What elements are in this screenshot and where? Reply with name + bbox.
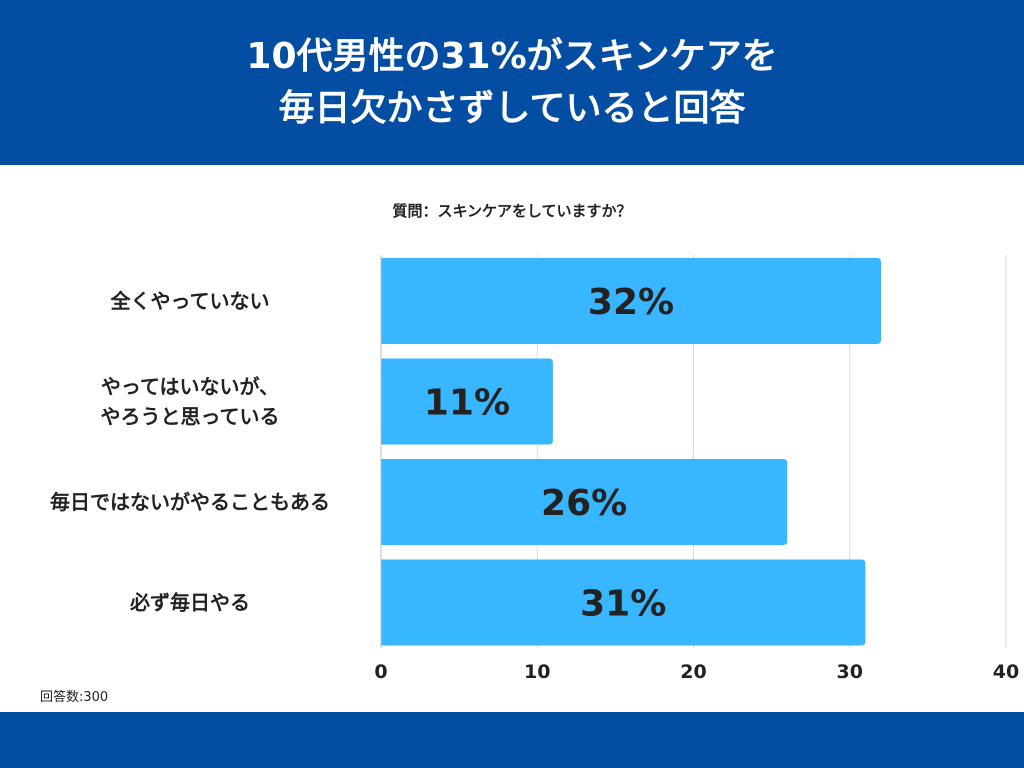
bar-2 bbox=[381, 459, 788, 545]
header-banner: 10代男性の31%がスキンケアを 毎日欠かさずしていると回答 bbox=[0, 0, 1024, 165]
category-label-2: 毎日ではないがやることもある bbox=[50, 490, 330, 514]
bar-value-label-2: 26% bbox=[541, 483, 627, 524]
bar-1 bbox=[381, 358, 553, 445]
footer-banner bbox=[0, 712, 1024, 768]
title-line-1: 10代男性の31%がスキンケアを bbox=[246, 35, 778, 77]
category-label-1-line-1: やろうと思っている bbox=[101, 405, 280, 429]
x-tick-label-2: 20 bbox=[680, 661, 706, 683]
bar-value-label-3: 31% bbox=[580, 584, 666, 625]
bar-0 bbox=[381, 258, 881, 344]
category-label-0: 全くやっていない bbox=[110, 289, 270, 313]
bar-value-label-1: 11% bbox=[424, 383, 510, 424]
category-label-1-line-0: やってはいないが、 bbox=[101, 375, 279, 399]
category-label-3: 必ず毎日やる bbox=[129, 591, 250, 615]
question-text: 質問：スキンケアをしていますか？ bbox=[392, 202, 632, 220]
respondent-count: 回答数:300 bbox=[40, 690, 109, 705]
bar-3 bbox=[381, 559, 866, 646]
x-tick-label-0: 0 bbox=[374, 661, 387, 683]
bar-value-label-0: 32% bbox=[588, 282, 674, 323]
x-tick-label-1: 10 bbox=[524, 661, 550, 683]
x-tick-label-3: 30 bbox=[837, 661, 863, 683]
x-tick-label-4: 40 bbox=[993, 661, 1019, 683]
title-line-2: 毎日欠かさずしていると回答 bbox=[278, 87, 746, 129]
bar-chart: 32% 全くやっていない 11% やってはいないが、やろうと思っている 26% 毎日ではな… bbox=[50, 255, 1019, 683]
